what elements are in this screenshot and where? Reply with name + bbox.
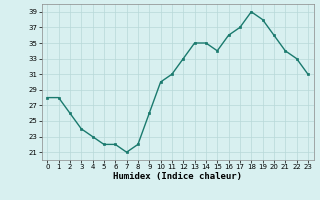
X-axis label: Humidex (Indice chaleur): Humidex (Indice chaleur): [113, 172, 242, 181]
